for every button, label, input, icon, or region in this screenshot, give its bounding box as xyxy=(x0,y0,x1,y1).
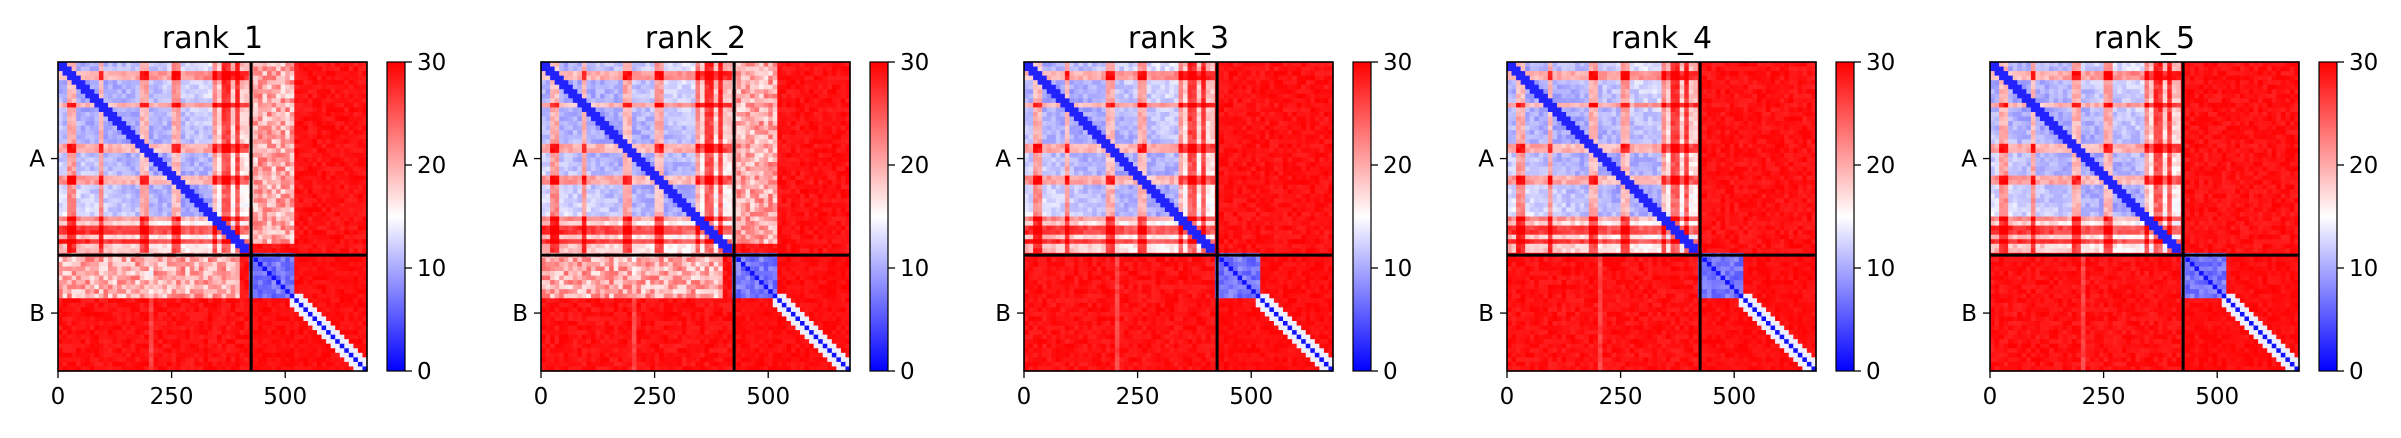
heatmap-panel-rank_5: rank_5 0 250 500 A B 0 10 20 30 xyxy=(1961,21,2378,410)
colorbar-tick-label: 10 xyxy=(1866,256,1895,282)
x-tick-label: 500 xyxy=(1229,384,1273,410)
colorbar-tick-label: 30 xyxy=(1866,50,1895,76)
colorbar-tick-label: 10 xyxy=(417,256,446,282)
x-tick-label: 250 xyxy=(150,384,194,410)
x-tick-label: 250 xyxy=(2082,384,2126,410)
x-tick-label: 500 xyxy=(746,384,790,410)
x-tick-label: 500 xyxy=(2195,384,2239,410)
x-tick-label: 250 xyxy=(633,384,677,410)
panel-title: rank_5 xyxy=(2094,21,2195,56)
colorbar-tick-label: 10 xyxy=(2349,256,2378,282)
chain-label: A xyxy=(29,147,45,173)
colorbar-tick-label: 20 xyxy=(1866,153,1895,179)
colorbar-tick-label: 10 xyxy=(1383,256,1412,282)
x-tick-label: 250 xyxy=(1116,384,1160,410)
colorbar-tick-label: 30 xyxy=(1383,50,1412,76)
colorbar xyxy=(1353,62,1371,371)
chain-label: B xyxy=(512,301,528,327)
chain-label: B xyxy=(29,301,45,327)
colorbar-tick-label: 0 xyxy=(1866,359,1881,385)
heatmap-panel-rank_3: rank_3 0 250 500 A B 0 10 20 30 xyxy=(995,21,1412,410)
panel-title: rank_3 xyxy=(1128,21,1229,56)
colorbar-tick-label: 30 xyxy=(900,50,929,76)
heatmap-panel-rank_4: rank_4 0 250 500 A B 0 10 20 30 xyxy=(1478,21,1895,410)
colorbar xyxy=(870,62,888,371)
colorbar xyxy=(1836,62,1854,371)
chain-label: A xyxy=(995,147,1011,173)
x-tick-label: 250 xyxy=(1599,384,1643,410)
x-tick-label: 500 xyxy=(263,384,307,410)
colorbar-tick-label: 0 xyxy=(1383,359,1398,385)
colorbar xyxy=(2319,62,2337,371)
panel-title: rank_1 xyxy=(162,21,263,56)
colorbar-tick-label: 20 xyxy=(1383,153,1412,179)
x-tick-label: 0 xyxy=(1983,384,1998,410)
colorbar-tick-label: 0 xyxy=(900,359,915,385)
colorbar-tick-label: 10 xyxy=(900,256,929,282)
chain-label: A xyxy=(1961,147,1977,173)
chain-label: B xyxy=(995,301,1011,327)
x-tick-label: 0 xyxy=(534,384,549,410)
colorbar-tick-label: 20 xyxy=(900,153,929,179)
heatmap-panel-rank_2: rank_2 0 250 500 A B 0 10 20 30 xyxy=(512,21,929,410)
x-tick-label: 500 xyxy=(1712,384,1756,410)
chain-label: B xyxy=(1478,301,1494,327)
x-tick-label: 0 xyxy=(51,384,66,410)
chain-label: B xyxy=(1961,301,1977,327)
colorbar xyxy=(387,62,405,371)
colorbar-tick-label: 20 xyxy=(2349,153,2378,179)
colorbar-tick-label: 30 xyxy=(2349,50,2378,76)
colorbar-tick-label: 0 xyxy=(417,359,432,385)
heatmap-panel-rank_1: rank_1 0 250 500 A B 0 10 20 30 xyxy=(29,21,446,410)
x-tick-label: 0 xyxy=(1017,384,1032,410)
x-tick-label: 0 xyxy=(1500,384,1515,410)
chain-label: A xyxy=(512,147,528,173)
colorbar-tick-label: 30 xyxy=(417,50,446,76)
colorbar-tick-label: 0 xyxy=(2349,359,2364,385)
panel-title: rank_2 xyxy=(645,21,746,56)
panel-title: rank_4 xyxy=(1611,21,1712,56)
chain-label: A xyxy=(1478,147,1494,173)
colorbar-tick-label: 20 xyxy=(417,153,446,179)
